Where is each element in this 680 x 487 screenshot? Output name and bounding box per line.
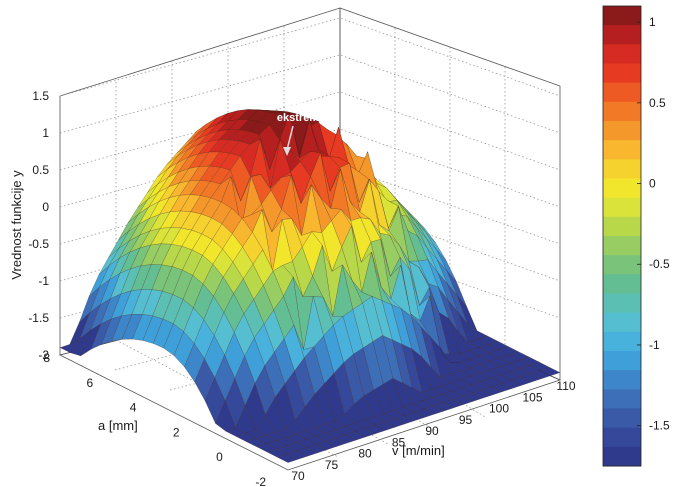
colorbar-tick-label: 0.5 xyxy=(649,96,666,110)
z-tick-label: -1.5 xyxy=(28,311,49,325)
colorbar-segment xyxy=(603,178,641,199)
colorbar-tick-label: 1 xyxy=(649,15,656,29)
surface-facet xyxy=(277,454,299,463)
colorbar-segment xyxy=(603,216,641,237)
annotation-arrowhead xyxy=(283,147,291,156)
colorbar xyxy=(602,5,642,467)
colorbar-segment xyxy=(603,331,641,352)
colorbar-segment xyxy=(603,312,641,333)
z-tick-label: 1.5 xyxy=(32,89,49,103)
colorbar-segment xyxy=(603,389,641,409)
v-tick-label: 110 xyxy=(556,379,575,393)
colorbar-segment xyxy=(603,101,641,122)
colorbar-segment xyxy=(603,82,641,103)
v-tick-label: 95 xyxy=(459,413,473,427)
a-tick-label: 8 xyxy=(43,351,50,365)
colorbar-tick-label: -0.5 xyxy=(649,257,670,271)
colorbar-segment xyxy=(603,255,641,275)
colorbar-segment xyxy=(603,140,641,160)
z-tick-label: 1 xyxy=(42,126,49,140)
a-tick-label: 4 xyxy=(130,401,137,415)
colorbar-segment xyxy=(603,197,641,218)
z-axis-ticks: -2 -1.5 -1 -0.5 0 0.5 1 1.5 xyxy=(28,89,49,362)
colorbar-segment xyxy=(603,44,641,64)
a-tick-label: 0 xyxy=(216,450,223,464)
extremum-annotation: Določen ekstrem xyxy=(276,98,320,156)
z-tick-label: -0.5 xyxy=(28,237,49,251)
colorbar-segment xyxy=(603,6,641,26)
v-tick-label: 100 xyxy=(489,402,509,416)
a-tick-label: -2 xyxy=(255,475,266,487)
z-tick-label: 0 xyxy=(42,200,49,214)
z-axis-label: Vrednost funkcije y xyxy=(9,170,24,280)
v-tick-label: 90 xyxy=(425,424,439,438)
colorbar-ticks: 1 0.5 0 -0.5 -1 -1.5 xyxy=(637,15,670,433)
colorbar-segment xyxy=(603,121,641,141)
z-tick-label: -1 xyxy=(38,274,49,288)
colorbar-segment xyxy=(603,293,641,314)
colorbar-tick-label: 0 xyxy=(649,177,656,191)
v-tick-label: 85 xyxy=(392,435,406,449)
z-tick-label: -2 xyxy=(38,348,49,362)
annotation-line2: ekstrem xyxy=(277,112,319,124)
a-tick-label: 6 xyxy=(87,376,94,390)
v-tick-label: 75 xyxy=(325,458,339,472)
v-tick-label: 80 xyxy=(358,447,372,461)
v-axis-ticks: 70 75 80 85 90 95 100 105 110 xyxy=(291,379,576,483)
v-tick-label: 105 xyxy=(522,390,542,404)
colorbar-segment xyxy=(603,446,641,467)
surface-mesh xyxy=(59,109,561,463)
a-axis-ticks: -2 0 2 4 6 8 xyxy=(43,351,266,487)
colorbar-segment xyxy=(603,370,641,390)
annotation-line1: Določen xyxy=(276,98,320,110)
colorbar-segment xyxy=(603,274,641,294)
colorbar-segment xyxy=(603,63,641,84)
colorbar-segment xyxy=(603,236,641,256)
v-axis-label: v [m/min] xyxy=(392,443,445,458)
colorbar-segment xyxy=(603,427,641,448)
colorbar-segment xyxy=(603,408,641,429)
annotation-arrow xyxy=(286,125,294,151)
colorbar-segment xyxy=(603,159,641,179)
colorbar-segment xyxy=(603,351,641,371)
v-tick-label: 70 xyxy=(291,469,305,483)
colorbar-segment xyxy=(603,25,641,45)
a-axis-label: a [mm] xyxy=(98,418,138,433)
z-tick-label: 0.5 xyxy=(32,163,49,177)
colorbar-tick-label: -1 xyxy=(649,338,660,352)
colorbar-tick-label: -1.5 xyxy=(649,419,670,433)
a-tick-label: 2 xyxy=(173,425,180,439)
colorbar-frame xyxy=(602,5,642,467)
